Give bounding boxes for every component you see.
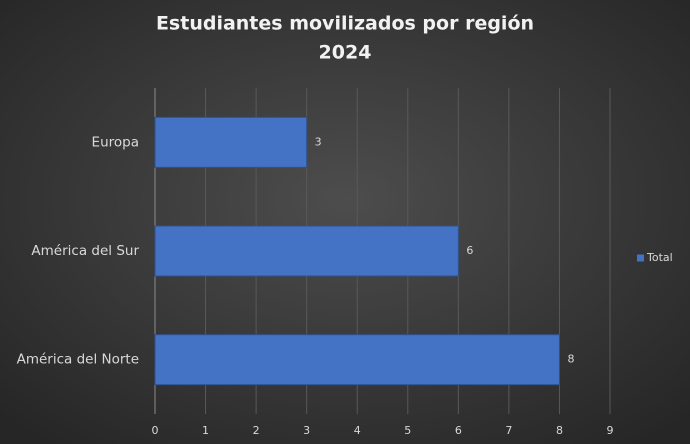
bar xyxy=(154,334,560,386)
x-tick-label: 6 xyxy=(455,424,462,437)
data-label: 3 xyxy=(315,135,322,148)
legend-label: Total xyxy=(646,251,673,264)
y-tick-label: América del Norte xyxy=(17,352,139,368)
bar xyxy=(154,225,459,277)
y-tick-label: América del Sur xyxy=(31,243,139,259)
x-tick-label: 7 xyxy=(505,424,512,437)
data-label: 8 xyxy=(567,353,574,366)
bar xyxy=(154,116,308,168)
x-tick-label: 8 xyxy=(556,424,563,437)
x-tick-label: 5 xyxy=(404,424,411,437)
x-tick-label: 9 xyxy=(607,424,614,437)
x-tick-label: 2 xyxy=(253,424,260,437)
x-tick-label: 1 xyxy=(202,424,209,437)
chart-title: Estudiantes movilizados por región xyxy=(156,13,534,35)
x-tick-label: 3 xyxy=(303,424,310,437)
x-tick-label: 4 xyxy=(354,424,361,437)
chart-title: 2024 xyxy=(319,42,372,64)
legend-marker xyxy=(637,254,644,262)
data-label: 6 xyxy=(466,244,473,257)
y-tick-label: Europa xyxy=(92,134,139,150)
x-tick-label: 0 xyxy=(152,424,159,437)
